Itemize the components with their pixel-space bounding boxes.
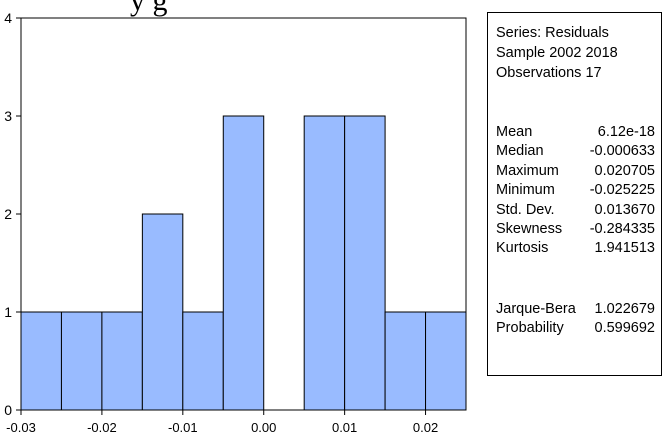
x-tick-label: -0.01	[168, 420, 198, 435]
stat-label: Jarque-Bera	[496, 301, 576, 317]
stat-label: Mean	[496, 124, 533, 140]
histogram-bar	[222, 115, 265, 411]
histogram-bar	[141, 213, 184, 411]
y-tick-label: 3	[4, 108, 12, 124]
x-tick-label: 0.01	[332, 420, 357, 435]
stat-value: 0.020705	[594, 162, 655, 179]
histogram-bar	[344, 115, 386, 411]
histogram-bar	[182, 311, 224, 411]
histogram-bar	[101, 311, 143, 411]
stat-label: Minimum	[496, 182, 555, 199]
stat-label: Maximum	[496, 162, 559, 179]
x-tick-label: -0.02	[87, 420, 117, 435]
observations-label: Observations 17	[496, 65, 602, 81]
stat-value: 1.022679	[594, 301, 655, 317]
stat-label: Std. Dev.	[496, 201, 555, 218]
stat-label: Median	[496, 143, 544, 160]
y-tick-label: 0	[4, 402, 12, 418]
histogram-bar	[20, 311, 62, 411]
histogram-bar	[425, 311, 467, 411]
sample-label: Sample 2002 2018	[496, 45, 618, 61]
stat-label: Skewness	[496, 221, 563, 237]
y-tick-label: 1	[4, 304, 12, 320]
histogram-bar	[60, 311, 103, 411]
y-tick-label: 2	[4, 206, 12, 222]
stat-label: Kurtosis	[496, 240, 549, 257]
stat-value: 0.599692	[594, 320, 655, 337]
histogram-chart: 0 1 2 3 4 -0.03 -0.02 -0.01 0.00 0.01 0.02	[4, 10, 467, 435]
stat-value: 0.013670	[594, 201, 655, 218]
x-tick-label: 0.00	[251, 420, 276, 435]
x-tick-label: 0.02	[413, 420, 438, 435]
clipped-chart-title: y g	[130, 0, 168, 17]
stat-value: -0.025225	[589, 182, 655, 199]
histogram-bar	[303, 115, 346, 411]
stat-value: -0.284335	[589, 221, 655, 237]
stat-value: -0.000633	[589, 143, 655, 160]
y-tick-label: 4	[4, 10, 12, 26]
statistics-panel: Series: Residuals Sample 2002 2018 Obser…	[487, 12, 662, 376]
stat-value: 6.12e-18	[597, 124, 655, 140]
histogram-bar	[384, 311, 427, 411]
stat-value: 1.941513	[594, 240, 655, 257]
stat-label: Probability	[496, 320, 564, 337]
stats-header: Series: Residuals Sample 2002 2018 Obser…	[496, 23, 618, 83]
x-tick-label: -0.03	[6, 420, 36, 435]
series-label: Series: Residuals	[496, 25, 609, 41]
